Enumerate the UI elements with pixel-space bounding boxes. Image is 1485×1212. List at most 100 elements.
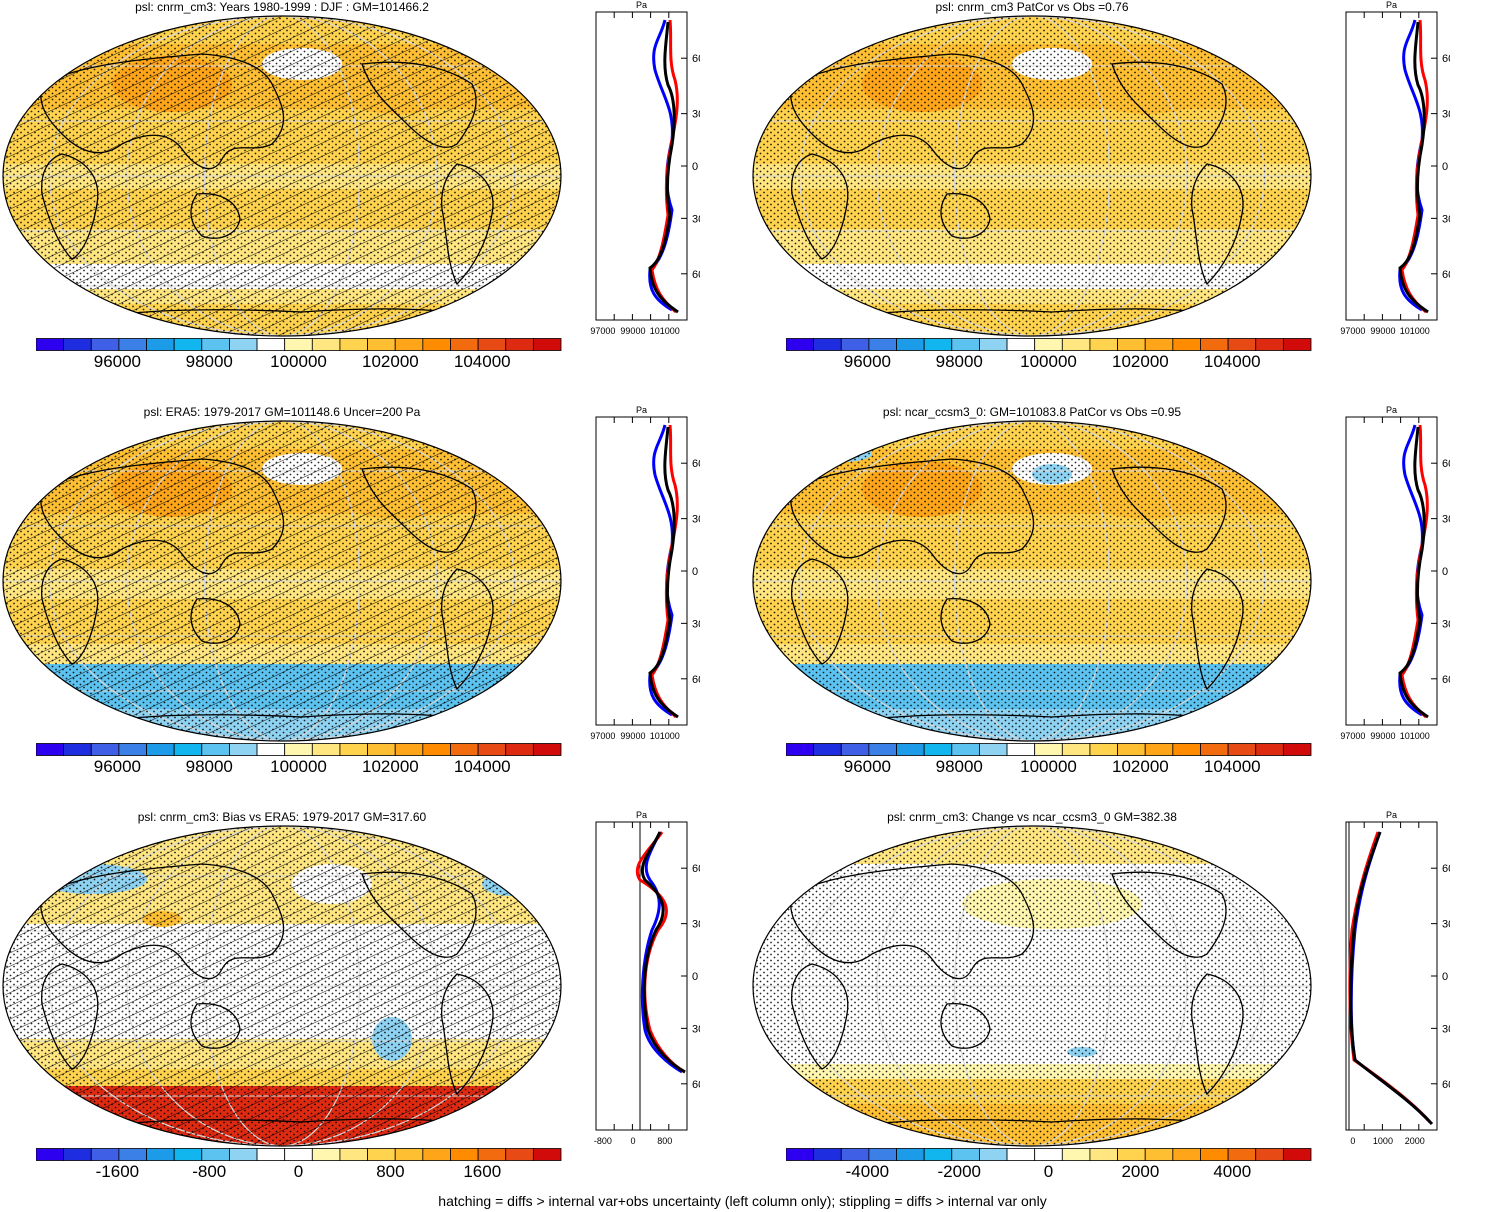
colorbar-swatch [450,743,479,756]
colorbar-tick-label: -1600 [95,1162,140,1181]
profile-lat-label: 0 [1442,566,1448,578]
colorbar-swatch [1282,338,1312,351]
colorbar-swatch [979,743,1008,756]
colorbar-swatch [118,338,147,351]
profile-value-label: -800 [594,1136,612,1146]
colorbar-tick-label: 104000 [453,352,511,371]
profile-unit-label: Pa [636,810,647,820]
colorbar-swatch [1034,1148,1063,1161]
robinson-map [752,825,1312,1147]
colorbar-swatch [1089,338,1118,351]
colorbar-swatch [1144,743,1174,756]
profile-value-label: 101000 [650,326,680,336]
colorbar-swatch [1227,338,1257,351]
zonal-mean-profile: Pa 60N 30N 0 30S 60S 97000 99000 101000 [1340,0,1450,336]
footnote: hatching = diffs > internal var+obs unce… [438,1193,1047,1209]
colorbar-swatch [1200,1148,1229,1161]
profile-curve [635,831,686,1074]
colorbar-tick-label: 104000 [1203,757,1261,776]
profile-value-label: 1000 [1373,1136,1393,1146]
colorbar-swatch [339,1148,368,1161]
profile-lat-label: 30N [1442,919,1450,931]
colorbar-swatch [1117,338,1146,351]
colorbar-tick-label: -800 [192,1162,227,1181]
colorbar-swatch [1200,338,1229,351]
map-title: psl: cnrm_cm3: Years 1980-1999 : DJF : G… [135,0,429,14]
profile-value-label: 99000 [620,326,645,336]
colorbar-swatch [173,1148,203,1161]
panel-model-climatology: psl: cnrm_cm3: Years 1980-1999 : DJF : G… [2,0,700,395]
colorbar-swatch [477,338,507,351]
colorbar-swatch [422,1148,451,1161]
profile-value-label: 101000 [650,731,680,741]
profile-lat-label: 30N [692,919,700,931]
colorbar-swatch [532,743,562,756]
profile-value-label: 99000 [1370,326,1395,336]
profile-value-label: 97000 [1340,731,1365,741]
colorbar-swatch [146,338,175,351]
colorbar-swatch [311,338,341,351]
colorbar-swatch [840,338,870,351]
colorbar-tick-label: 98000 [935,352,983,371]
colorbar-labels: 96000 98000 100000 102000 104000 [36,757,561,781]
panel-obs-climatology: psl: ERA5: 1979-2017 GM=101148.6 Uncer=2… [2,405,700,800]
profile-lat-label: 30N [692,109,700,121]
colorbar-tick-label: 102000 [362,352,419,371]
panel-change: psl: cnrm_cm3: Change vs ncar_ccsm3_0 GM… [752,810,1450,1205]
colorbar-swatch [394,1148,424,1161]
colorbar-swatch [63,338,92,351]
map-title: psl: ncar_ccsm3_0: GM=101083.8 PatCor vs… [882,405,1182,419]
colorbar-tick-label: 0 [1043,1162,1054,1181]
colorbar-swatch [422,338,451,351]
colorbar-swatch [1034,743,1063,756]
profile-lat-label: 30S [1442,1023,1450,1035]
colorbar-tick-label: 104000 [453,757,511,776]
colorbar-swatch [63,743,92,756]
colorbar-swatch [173,743,203,756]
colorbar-swatch [36,1148,65,1161]
zonal-mean-profile: Pa 60N 30N 0 30S 60S 97000 99000 101000 [1340,405,1450,741]
colorbar-swatch [284,338,313,351]
colorbar-tick-label: 96000 [843,352,892,371]
profile-curve [640,831,683,1074]
profile-value-label: 99000 [620,731,645,741]
colorbar-swatch [229,1148,258,1161]
colorbar-swatch [1034,338,1063,351]
colorbar-tick-label: 104000 [1203,352,1261,371]
colorbar-swatch [1117,1148,1146,1161]
profile-value-label: 97000 [590,326,615,336]
colorbar-swatch [1172,1148,1201,1161]
profile-value-label: 0 [1350,1136,1355,1146]
robinson-map [752,15,1312,337]
profile-lat-label: 60S [692,674,700,686]
colorbar-swatch [394,338,424,351]
profile-curve [640,831,686,1074]
colorbar-swatch [394,743,424,756]
profile-value-label: 97000 [1340,326,1365,336]
profile-unit-label: Pa [1386,405,1397,415]
colorbar-swatch [1144,1148,1174,1161]
colorbar-swatch [201,338,230,351]
colorbar-tick-label: 102000 [1112,757,1169,776]
profile-value-label: 99000 [1370,731,1395,741]
colorbar-swatch [951,338,980,351]
robinson-map [2,15,562,337]
colorbar-swatch [979,338,1008,351]
colorbar-swatch [813,338,842,351]
colorbar-swatch [422,743,451,756]
profile-lat-label: 60S [1442,674,1450,686]
colorbar-tick-label: 100000 [270,352,327,371]
colorbar-swatch [146,743,175,756]
colorbar-swatch [1089,1148,1118,1161]
profile-unit-label: Pa [636,405,647,415]
colorbar-swatch [450,1148,479,1161]
colorbar-swatch [173,338,203,351]
colorbar-swatch [256,338,286,351]
profile-value-label: 101000 [1400,731,1430,741]
colorbar-tick-label: 96000 [843,757,892,776]
robinson-map [2,420,562,742]
colorbar [36,1148,562,1161]
robinson-map [2,825,562,1147]
colorbar-swatch [311,743,341,756]
colorbar-swatch [1172,743,1201,756]
